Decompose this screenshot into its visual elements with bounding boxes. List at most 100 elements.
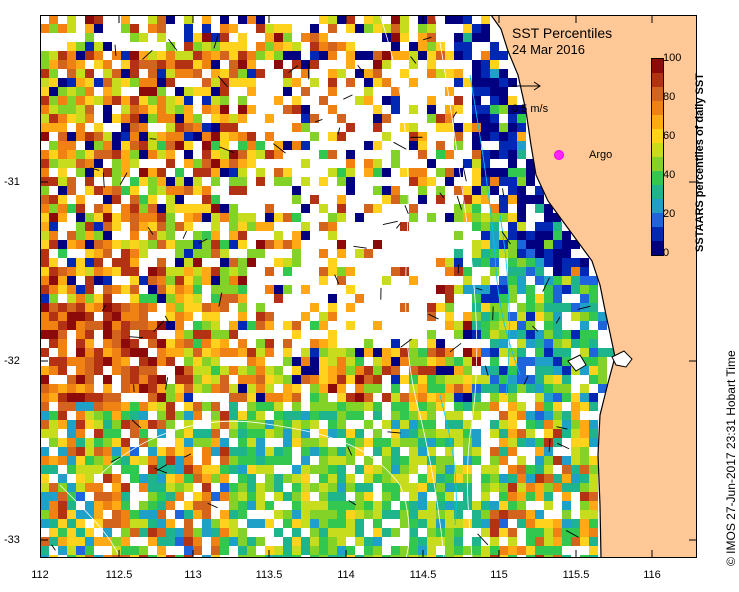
sst-cell — [382, 78, 391, 87]
sst-cell — [40, 195, 49, 204]
sst-cell — [589, 555, 598, 558]
sst-cell — [211, 204, 220, 213]
sst-cell — [175, 303, 184, 312]
sst-cell — [427, 105, 436, 114]
sst-cell — [49, 465, 58, 474]
lon-tick-114: 114 — [337, 569, 355, 581]
lon-tick-113: 113 — [184, 569, 202, 581]
sst-cell — [274, 258, 283, 267]
sst-cell — [472, 249, 481, 258]
sst-cell — [526, 168, 535, 177]
sst-cell — [418, 168, 427, 177]
sst-cell — [175, 168, 184, 177]
sst-cell — [499, 195, 508, 204]
sst-cell — [157, 267, 166, 276]
sst-cell — [454, 393, 463, 402]
sst-cell — [67, 303, 76, 312]
sst-cell — [517, 402, 526, 411]
sst-cell — [256, 51, 265, 60]
sst-cell — [220, 51, 229, 60]
sst-cell — [211, 114, 220, 123]
sst-cell — [490, 483, 499, 492]
sst-cell — [445, 267, 454, 276]
sst-cell — [328, 132, 337, 141]
sst-cell — [364, 159, 373, 168]
sst-cell — [202, 492, 211, 501]
sst-cell — [310, 357, 319, 366]
sst-cell — [553, 249, 562, 258]
sst-cell — [175, 276, 184, 285]
sst-cell — [175, 528, 184, 537]
sst-cell — [328, 429, 337, 438]
sst-cell — [499, 492, 508, 501]
sst-cell — [472, 105, 481, 114]
sst-cell — [175, 258, 184, 267]
sst-cell — [157, 393, 166, 402]
sst-cell — [463, 375, 472, 384]
sst-cell — [76, 393, 85, 402]
sst-cell — [382, 528, 391, 537]
sst-cell — [58, 168, 67, 177]
sst-cell — [526, 357, 535, 366]
sst-cell — [454, 204, 463, 213]
sst-cell — [94, 483, 103, 492]
lon-tick-112-5: 112.5 — [105, 569, 133, 581]
sst-cell — [301, 474, 310, 483]
sst-cell — [238, 33, 247, 42]
sst-cell — [328, 555, 337, 558]
current-vector — [218, 292, 223, 307]
current-vector — [400, 338, 412, 348]
sst-cell — [499, 168, 508, 177]
sst-cell — [346, 24, 355, 33]
sst-cell — [148, 483, 157, 492]
sst-cell — [103, 474, 112, 483]
sst-cell — [112, 312, 121, 321]
sst-cell — [292, 393, 301, 402]
sst-cell — [211, 150, 220, 159]
sst-cell — [94, 186, 103, 195]
sst-cell — [364, 465, 373, 474]
sst-cell — [445, 51, 454, 60]
sst-cell — [301, 456, 310, 465]
sst-cell — [328, 258, 337, 267]
sst-cell — [247, 159, 256, 168]
sst-cell — [337, 546, 346, 555]
land-mass — [491, 15, 697, 558]
sst-cell — [364, 402, 373, 411]
sst-cell — [103, 186, 112, 195]
sst-cell — [121, 537, 130, 546]
sst-cell — [103, 393, 112, 402]
sst-cell — [346, 411, 355, 420]
sst-cell — [382, 456, 391, 465]
sst-cell — [445, 150, 454, 159]
sst-cell — [238, 150, 247, 159]
sst-cell — [418, 24, 427, 33]
sst-cell — [391, 150, 400, 159]
sst-cell — [85, 33, 94, 42]
sst-cell — [40, 492, 49, 501]
sst-cell — [49, 294, 58, 303]
sst-cell — [49, 519, 58, 528]
sst-cell — [598, 375, 607, 384]
sst-cell — [229, 258, 238, 267]
sst-cell — [121, 384, 130, 393]
sst-cell — [589, 456, 598, 465]
sst-cell — [391, 42, 400, 51]
current-vector — [307, 63, 310, 80]
sst-cell — [544, 546, 553, 555]
sst-cell — [409, 204, 418, 213]
sst-cell — [94, 168, 103, 177]
sst-cell — [184, 186, 193, 195]
sst-cell — [373, 546, 382, 555]
sst-cell — [517, 177, 526, 186]
sst-cell — [175, 384, 184, 393]
sst-cell — [40, 267, 49, 276]
sst-cell — [337, 267, 346, 276]
sst-cell — [220, 456, 229, 465]
sst-cell — [481, 402, 490, 411]
sst-cell — [229, 537, 238, 546]
sst-cell — [409, 276, 418, 285]
sst-cell — [220, 303, 229, 312]
sst-cell — [265, 114, 274, 123]
sst-cell — [310, 195, 319, 204]
